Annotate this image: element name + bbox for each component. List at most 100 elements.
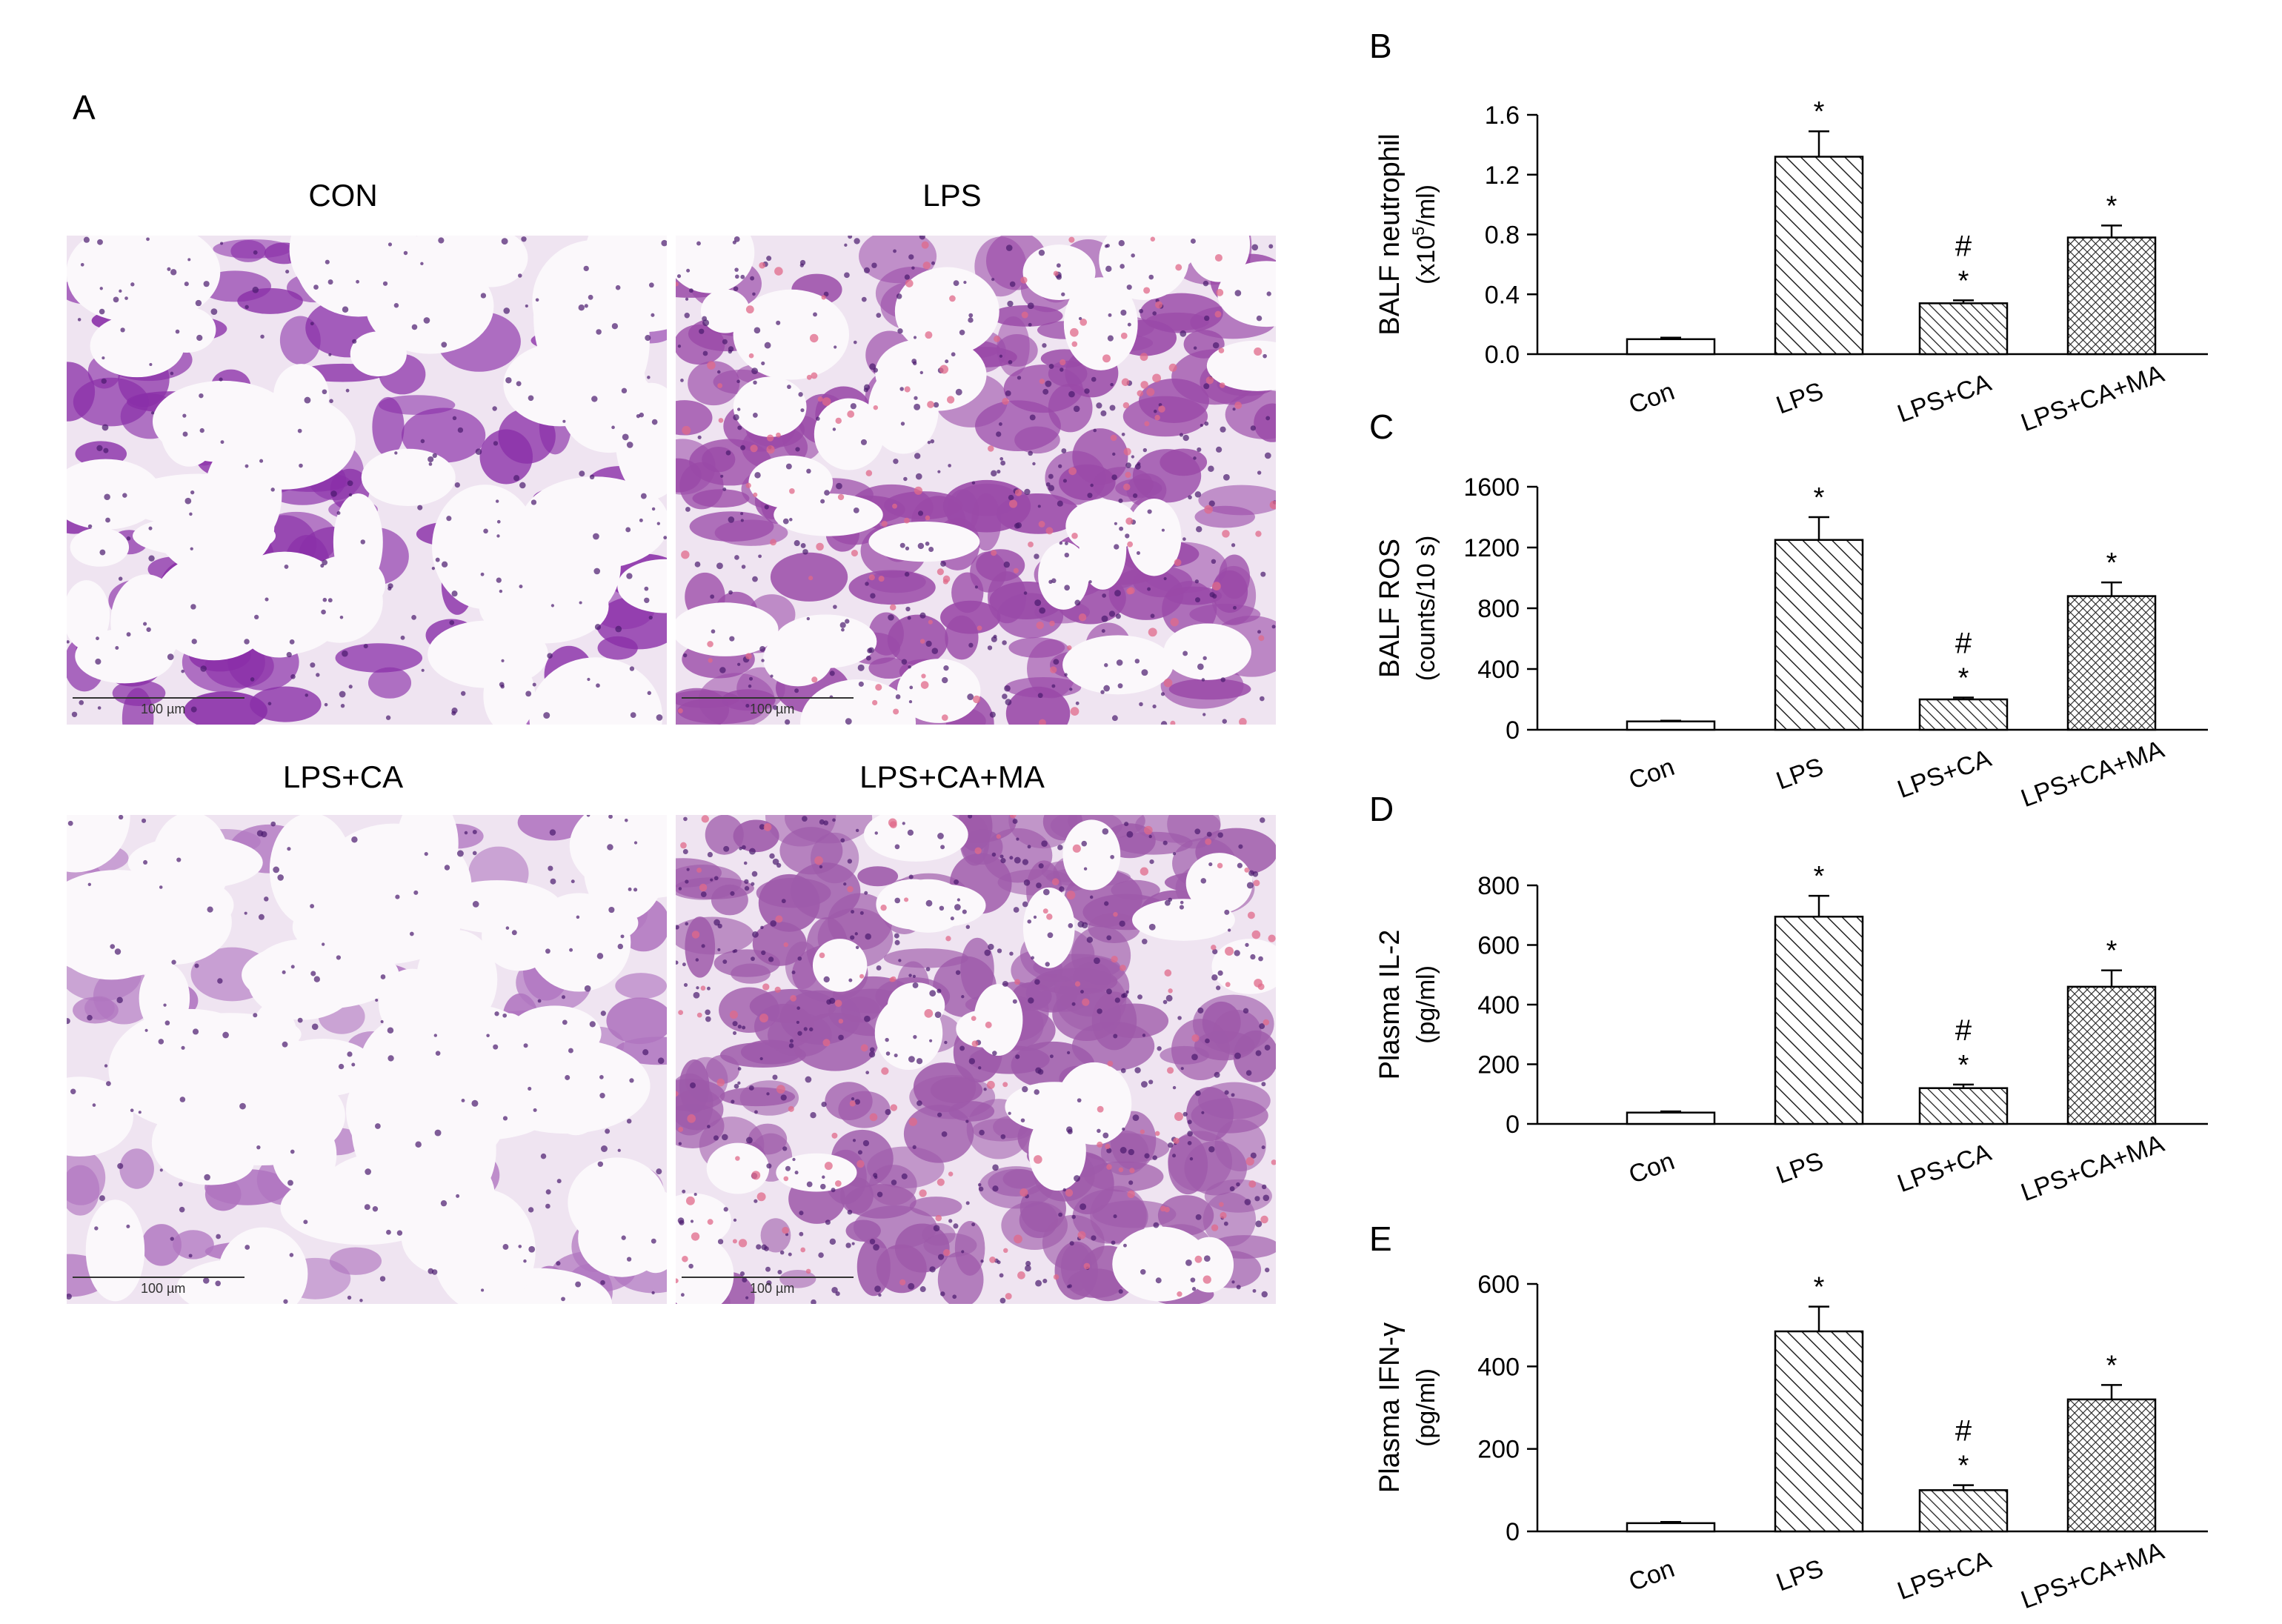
y-tick-label: 0.0 (1485, 341, 1520, 369)
rbc-dot (1127, 541, 1134, 548)
tissue-blob (942, 479, 1031, 533)
nucleus-dot (587, 677, 591, 682)
significance-star: * (1814, 861, 1825, 892)
nucleus-dot (549, 829, 556, 836)
nucleus-dot (250, 677, 255, 682)
nucleus-dot (171, 959, 176, 965)
nucleus-dot (1097, 1128, 1101, 1134)
airspace (1217, 261, 1276, 327)
nucleus-dot (379, 1276, 386, 1282)
nucleus-dot (1131, 253, 1135, 258)
significance-hash: # (1955, 1014, 1972, 1047)
nucleus-dot (270, 487, 275, 492)
nucleus-dot (472, 901, 479, 908)
nucleus-dot (1005, 244, 1013, 251)
nucleus-dot (621, 387, 628, 394)
airspace (67, 580, 110, 650)
nucleus-dot (290, 1149, 295, 1154)
nucleus-dot (737, 425, 742, 430)
nucleus-dot (677, 345, 682, 348)
nucleus-dot (1094, 957, 1100, 965)
nucleus-dot (1261, 1291, 1268, 1298)
nucleus-dot (1008, 494, 1014, 501)
nucleus-dot (769, 853, 775, 859)
rbc-dot (1121, 378, 1130, 387)
rbc-dot (729, 1010, 739, 1019)
rbc-dot (1163, 678, 1173, 688)
nucleus-dot (363, 644, 368, 649)
nucleus-dot (929, 1266, 936, 1273)
rbc-dot (872, 699, 878, 706)
nucleus-dot (848, 236, 853, 239)
nucleus-dot (1209, 592, 1215, 598)
nucleus-dot (806, 1181, 813, 1188)
nucleus-dot (1012, 819, 1018, 824)
x-tick-label: LPS+CA (1894, 368, 1995, 428)
rbc-dot (1140, 381, 1148, 389)
nucleus-dot (1042, 1278, 1048, 1284)
nucleus-dot (776, 320, 781, 325)
nucleus-dot (896, 293, 902, 299)
tissue-blob (719, 1087, 796, 1107)
rbc-dot (776, 432, 781, 438)
nucleus-dot (1139, 308, 1144, 313)
nucleus-dot (1005, 390, 1011, 396)
nucleus-dot (297, 1017, 303, 1023)
airspace (235, 570, 322, 658)
nucleus-dot (550, 878, 556, 885)
nucleus-dot (420, 262, 424, 266)
nucleus-dot (754, 327, 761, 334)
rbc-dot (707, 361, 716, 370)
nucleus-dot (865, 582, 869, 586)
nucleus-dot (146, 237, 150, 242)
nucleus-dot (562, 419, 566, 423)
nucleus-dot (991, 852, 997, 857)
rbc-dot (875, 684, 882, 691)
rbc-dot (748, 353, 754, 359)
nucleus-dot (961, 1250, 965, 1254)
nucleus-dot (847, 1209, 853, 1215)
rbc-dot (1239, 718, 1247, 725)
rbc-dot (1263, 1019, 1269, 1026)
nucleus-dot (899, 387, 904, 391)
tissue-blob (230, 240, 266, 262)
airspace (67, 459, 162, 530)
nucleus-dot (104, 1064, 108, 1068)
nucleus-dot (867, 648, 873, 653)
tissue-blob (1160, 448, 1208, 476)
nucleus-dot (796, 1006, 800, 1011)
nucleus-dot (901, 659, 908, 665)
nucleus-dot (321, 609, 326, 615)
nucleus-dot (578, 304, 585, 311)
nucleus-dot (992, 1164, 999, 1171)
nucleus-dot (142, 818, 147, 823)
nucleus-dot (1152, 311, 1157, 316)
nucleus-dot (955, 970, 961, 975)
nucleus-dot (742, 1277, 748, 1283)
rbc-dot (905, 279, 914, 287)
nucleus-dot (639, 412, 645, 418)
nucleus-dot (1268, 244, 1274, 249)
nucleus-dot (1195, 1214, 1202, 1220)
nucleus-dot (734, 236, 740, 242)
tissue-blob (988, 1168, 1045, 1197)
tissue-blob (1084, 1161, 1164, 1192)
nucleus-dot (1042, 388, 1049, 395)
nucleus-dot (754, 1199, 758, 1203)
nucleus-dot (929, 1039, 933, 1042)
nucleus-dot (1023, 591, 1028, 595)
nucleus-dot (803, 1027, 808, 1031)
nucleus-dot (1125, 533, 1130, 539)
nucleus-dot (568, 1048, 573, 1054)
nucleus-dot (740, 274, 745, 279)
nucleus-dot (651, 419, 658, 425)
nucleus-dot (840, 838, 845, 843)
airspace (676, 602, 779, 656)
rbc-dot (762, 983, 770, 991)
nucleus-dot (1108, 610, 1116, 617)
nucleus-dot (968, 815, 973, 819)
nucleus-dot (617, 943, 624, 950)
nucleus-dot (87, 1014, 93, 1021)
nucleus-dot (992, 1051, 997, 1056)
